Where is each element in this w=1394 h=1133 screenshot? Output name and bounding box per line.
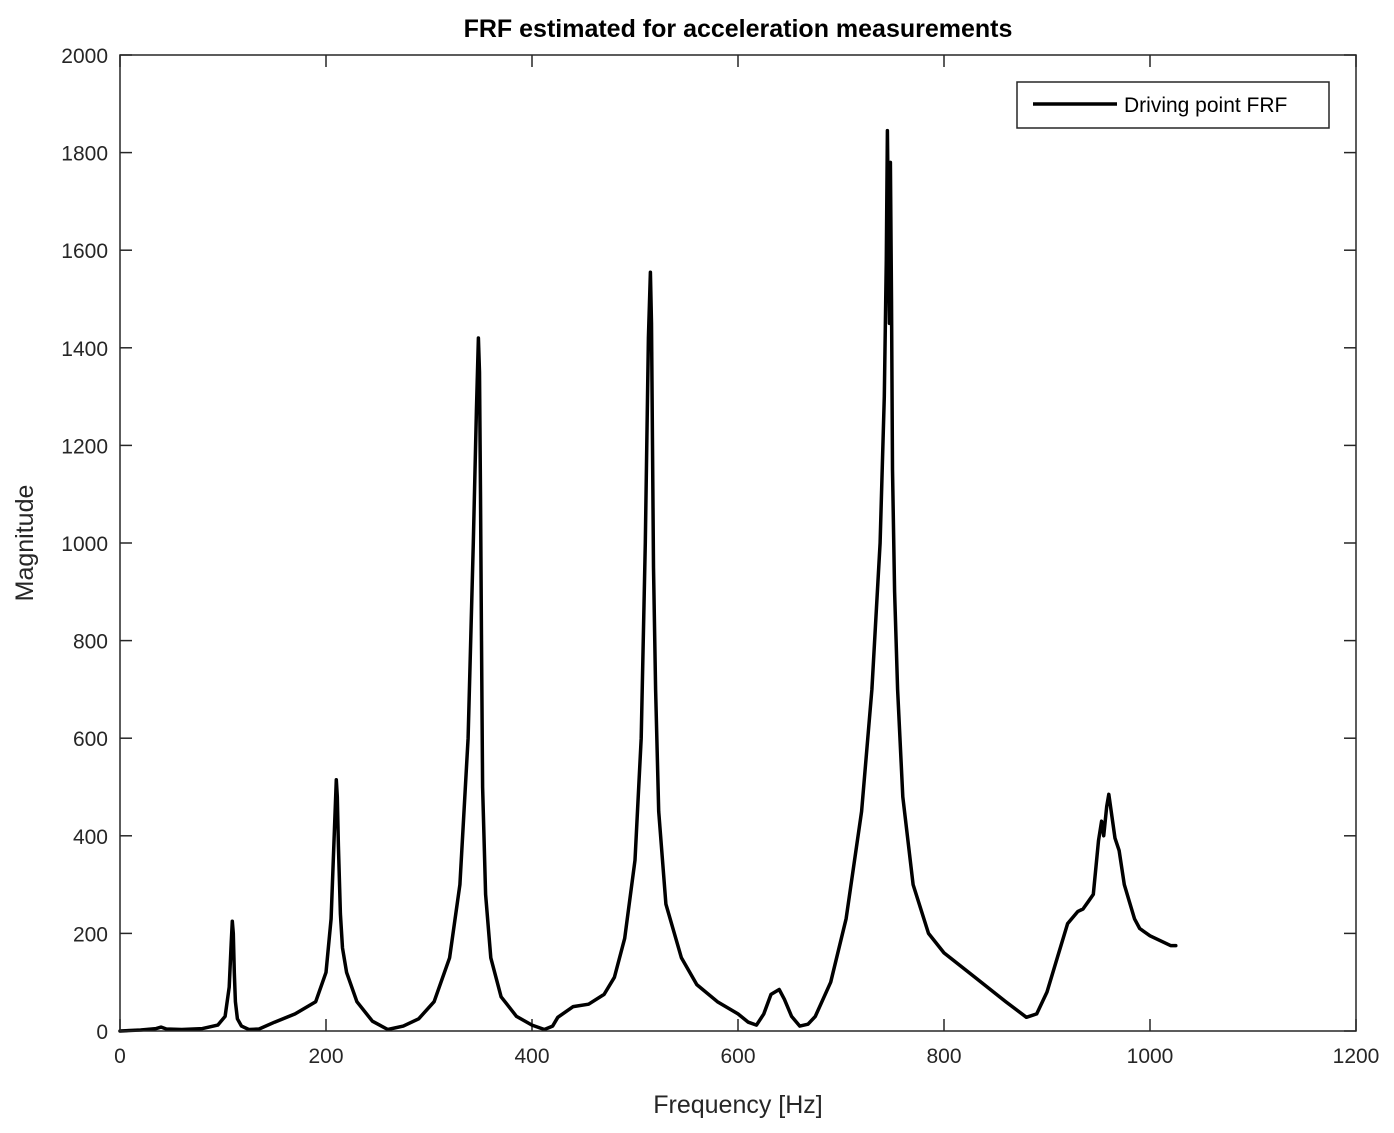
y-tick-label: 0 <box>96 1021 108 1044</box>
y-tick-label: 2000 <box>61 45 108 68</box>
x-tick-label: 400 <box>514 1045 549 1068</box>
y-tick-label: 600 <box>73 728 108 751</box>
series-line-driving-point-frf <box>118 128 1178 1033</box>
y-tick-label: 1600 <box>61 240 108 263</box>
chart-title: FRF estimated for acceleration measureme… <box>464 15 1013 43</box>
x-tick-label: 600 <box>720 1045 755 1068</box>
x-tick-label: 800 <box>926 1045 961 1068</box>
x-tick-label: 200 <box>308 1045 343 1068</box>
plot-area <box>120 55 1356 1031</box>
y-tick-label: 400 <box>73 826 108 849</box>
x-axis-label: Frequency [Hz] <box>653 1091 823 1119</box>
axis-ticks: 0 200 400 600 800 1000 1200 0 200 400 600 800 1000 12… <box>61 45 1379 1068</box>
y-axis-label: Magnitude <box>11 485 39 602</box>
plot-frame <box>119 54 1357 1032</box>
series-layer <box>118 128 1178 1033</box>
x-tick-label: 1000 <box>1127 1045 1174 1068</box>
legend-entry-label: Driving point FRF <box>1124 94 1287 117</box>
x-tick-label: 1200 <box>1333 1045 1380 1068</box>
y-tick-label: 800 <box>73 631 108 654</box>
y-tick-label: 1000 <box>61 533 108 556</box>
y-tick-label: 200 <box>73 923 108 946</box>
y-tick-label: 1400 <box>61 338 108 361</box>
y-tick-label: 1200 <box>61 435 108 458</box>
legend[interactable]: Driving point FRF <box>1016 81 1330 129</box>
y-tick-label: 1800 <box>61 143 108 166</box>
x-tick-label: 0 <box>114 1045 126 1068</box>
